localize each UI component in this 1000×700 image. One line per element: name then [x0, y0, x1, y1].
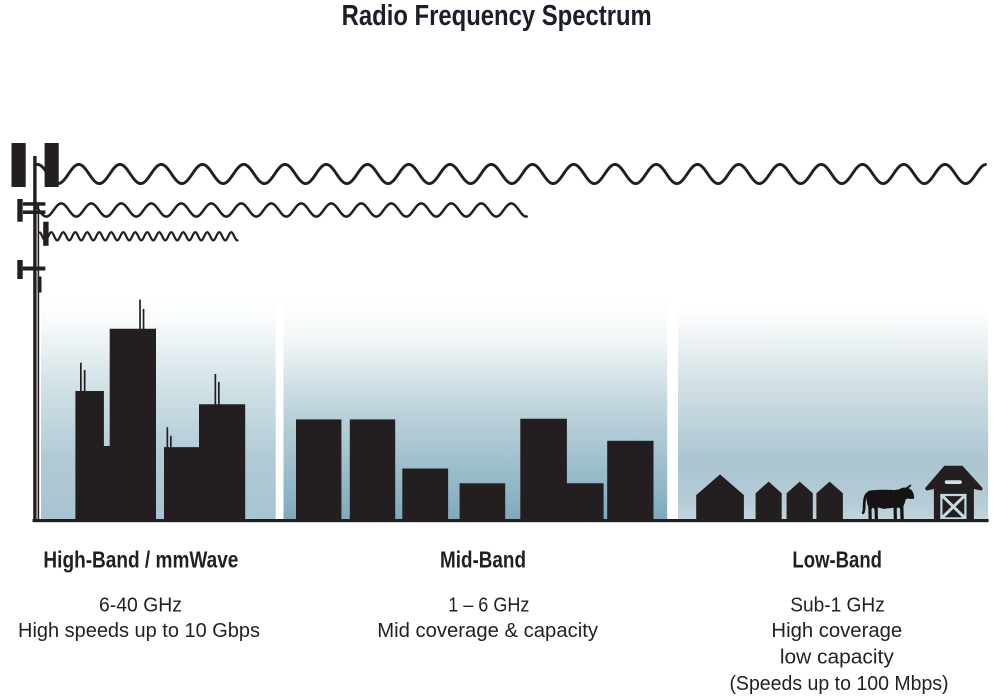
svg-text:Mid coverage & capacity: Mid coverage & capacity: [377, 620, 599, 642]
svg-text:Radio Frequency Spectrum: Radio Frequency Spectrum: [342, 0, 652, 32]
svg-text:(Speeds up to 100 Mbps): (Speeds up to 100 Mbps): [729, 673, 948, 695]
svg-text:low capacity: low capacity: [780, 646, 895, 669]
svg-text:High coverage: High coverage: [771, 620, 902, 642]
svg-text:1 – 6 GHz: 1 – 6 GHz: [448, 595, 529, 617]
svg-text:6-40 GHz: 6-40 GHz: [99, 594, 182, 617]
svg-text:Low-Band: Low-Band: [792, 548, 882, 573]
svg-text:High-Band / mmWave: High-Band / mmWave: [43, 548, 238, 573]
svg-text:Mid-Band: Mid-Band: [440, 548, 526, 573]
svg-text:High speeds up to 10 Gbps: High speeds up to 10 Gbps: [18, 620, 260, 642]
svg-text:Sub-1 GHz: Sub-1 GHz: [790, 594, 885, 617]
